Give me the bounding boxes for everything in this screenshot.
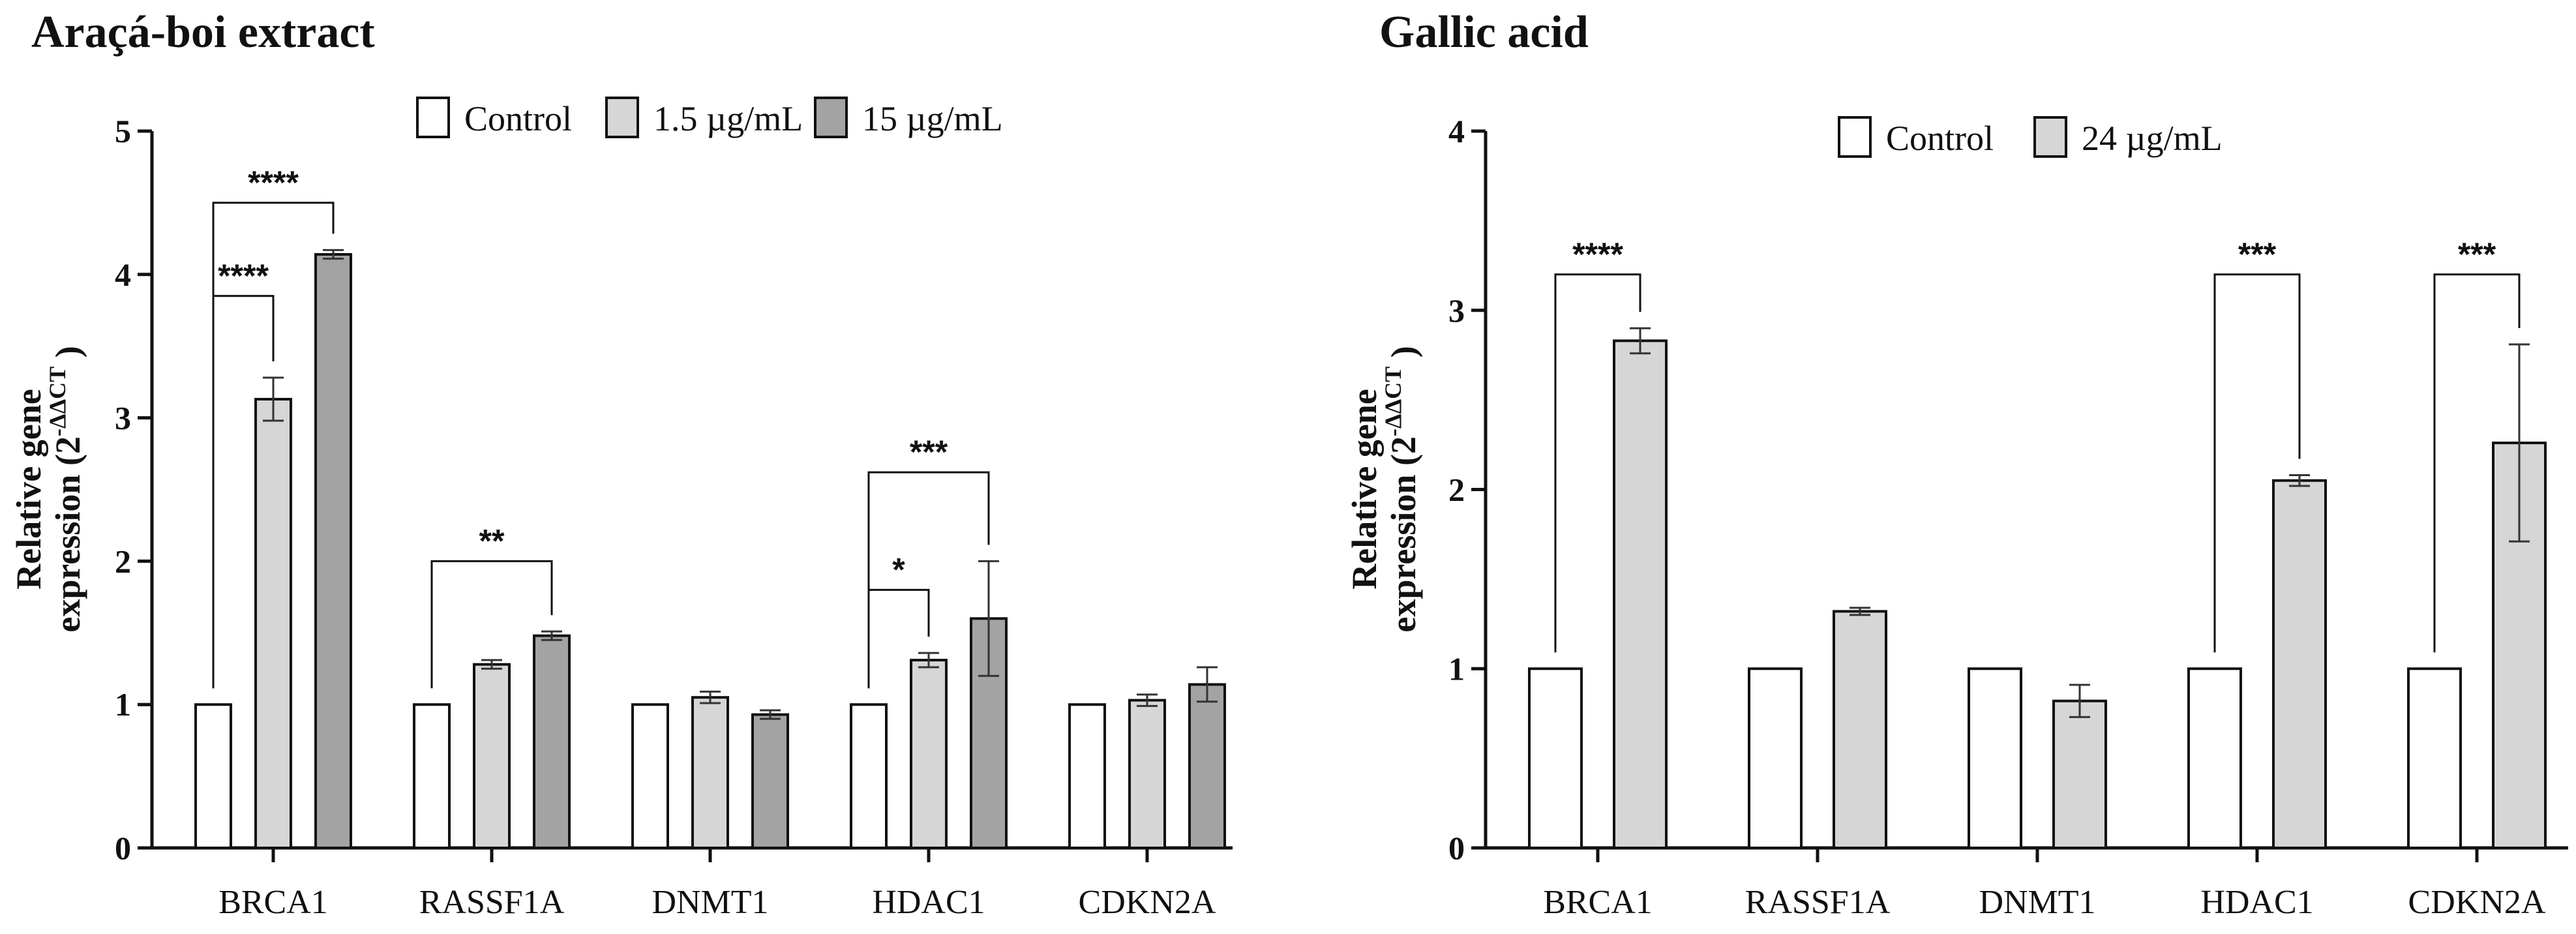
- significance-label: ****: [248, 164, 299, 201]
- y-tick-label: 1: [1448, 650, 1465, 687]
- bar: [2272, 479, 2327, 849]
- y-tick-label: 0: [115, 830, 131, 866]
- y-axis-label-line2: expression (2-ΔΔCT ): [1380, 346, 1423, 632]
- bar: [631, 703, 669, 849]
- y-axis-label-superscript: -ΔΔCT: [44, 367, 70, 436]
- significance-bracket: [2433, 273, 2521, 653]
- chart-1: Araçá-boi extract Relative gene expression…: [9, 7, 1233, 921]
- x-tick-label: CDKN2A: [2408, 884, 2546, 921]
- bar: [254, 398, 292, 849]
- y-axis-label-close: ): [1384, 346, 1423, 366]
- bar: [850, 703, 888, 849]
- y-axis-label-base: expression (2: [1384, 436, 1423, 633]
- bar: [1528, 667, 1583, 849]
- y-axis-label-close: ): [48, 346, 87, 366]
- bar: [970, 617, 1008, 849]
- significance-bracket: [867, 471, 990, 689]
- x-tick-label: RASSF1A: [1745, 884, 1891, 921]
- bar: [1613, 339, 1668, 849]
- legend-swatch: [1838, 116, 1872, 158]
- legend-label: 15 µg/mL: [862, 99, 1003, 138]
- bar: [1968, 667, 2022, 849]
- bar: [194, 703, 232, 849]
- bar: [691, 696, 729, 849]
- y-tick-label: 1: [115, 686, 131, 723]
- y-axis-label-superscript: -ΔΔCT: [1380, 367, 1406, 436]
- y-tick-label: 3: [1448, 292, 1465, 329]
- x-tick-label: HDAC1: [872, 884, 985, 921]
- legend-label: 1.5 µg/mL: [653, 99, 803, 138]
- y-tick-label: 4: [1448, 113, 1465, 149]
- legend-label: Control: [464, 99, 572, 138]
- bar: [533, 634, 571, 849]
- significance-bracket: [212, 295, 275, 689]
- significance-bracket: [867, 588, 930, 689]
- y-axis-label-base: expression (2: [48, 436, 87, 633]
- significance-label: ***: [2238, 236, 2277, 273]
- significance-bracket: [430, 560, 553, 689]
- y-axis-label-line1: Relative gene: [1345, 389, 1384, 589]
- x-tick-label: CDKN2A: [1079, 884, 1216, 921]
- significance-label: **: [479, 522, 505, 559]
- x-tick-label: DNMT1: [1979, 884, 2095, 921]
- y-axis-label-line2: expression (2-ΔΔCT ): [44, 346, 87, 632]
- y-axis-label-line1: Relative gene: [9, 389, 48, 589]
- bar: [2407, 667, 2462, 849]
- significance-label: ****: [1572, 236, 1623, 273]
- bar: [1128, 699, 1166, 849]
- y-tick-label: 5: [115, 113, 131, 149]
- chart-title: Gallic acid: [1379, 7, 1589, 57]
- y-tick-label: 4: [115, 256, 131, 293]
- legend-swatch: [416, 97, 450, 138]
- x-tick-label: DNMT1: [651, 884, 768, 921]
- y-tick-label: 3: [115, 400, 131, 436]
- significance-label: ***: [2458, 236, 2496, 273]
- x-tick-label: BRCA1: [1543, 884, 1653, 921]
- bar: [2187, 667, 2242, 849]
- bar: [314, 253, 352, 849]
- chart-2: Gallic acid Relative gene expression (2-ΔΔ…: [1345, 7, 2568, 921]
- significance-label: *: [892, 551, 905, 588]
- bar: [413, 703, 451, 849]
- chart-title: Araçá-boi extract: [31, 7, 375, 57]
- significance-label: ***: [910, 434, 948, 470]
- bar: [1188, 683, 1226, 849]
- y-tick-label: 2: [1448, 472, 1465, 508]
- bar: [1068, 703, 1106, 849]
- significance-bracket: [2213, 273, 2301, 653]
- x-tick-label: HDAC1: [2200, 884, 2313, 921]
- legend-swatch: [605, 97, 639, 138]
- y-tick-label: 0: [1448, 830, 1465, 866]
- legend-label: 24 µg/mL: [2082, 119, 2223, 158]
- significance-label: ****: [218, 258, 269, 294]
- x-tick-label: BRCA1: [218, 884, 328, 921]
- legend-swatch: [2033, 116, 2067, 158]
- bar: [751, 713, 789, 850]
- y-tick-label: 2: [115, 543, 131, 579]
- significance-bracket: [1554, 273, 1641, 653]
- legend-swatch: [814, 97, 848, 138]
- bar: [1748, 667, 1803, 849]
- bar: [473, 663, 511, 849]
- bar: [2052, 699, 2107, 849]
- legend-label: Control: [1886, 119, 1994, 158]
- bar: [910, 659, 948, 849]
- x-tick-label: RASSF1A: [419, 884, 565, 921]
- bar: [1833, 610, 1887, 850]
